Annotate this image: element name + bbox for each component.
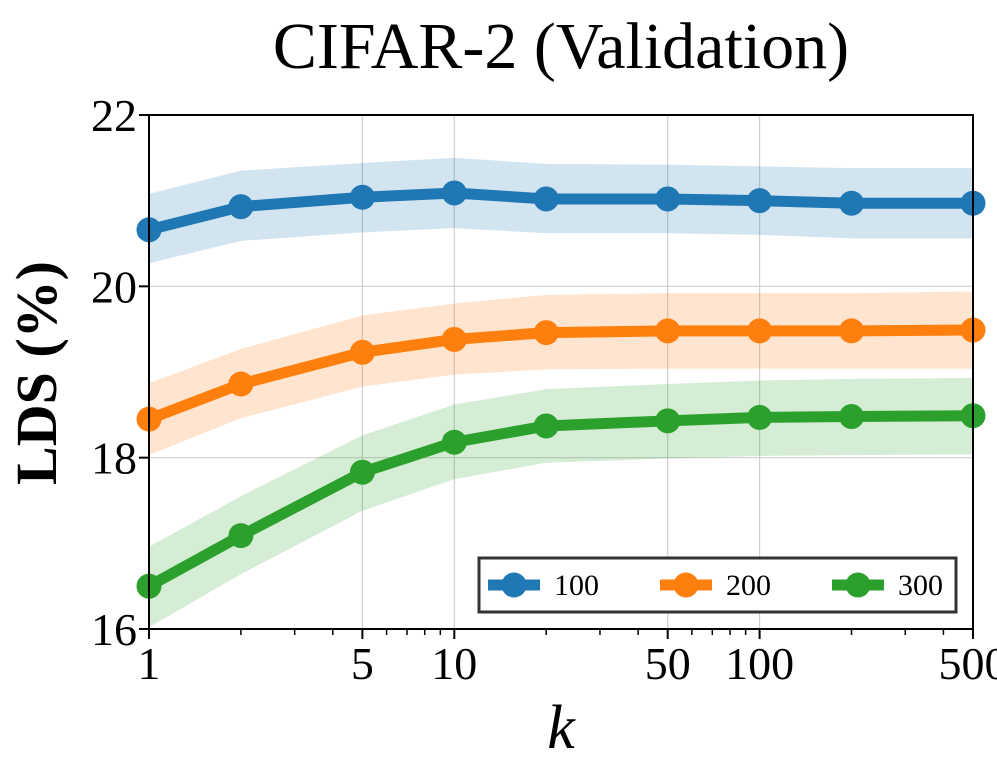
point-100 bbox=[533, 186, 559, 212]
point-200 bbox=[349, 339, 375, 365]
y-tick-label: 18 bbox=[91, 433, 137, 484]
point-100 bbox=[228, 194, 254, 220]
chart-title: CIFAR-2 (Validation) bbox=[273, 10, 849, 83]
y-axis-label: LDS (%) bbox=[4, 261, 69, 485]
legend-label-200: 200 bbox=[726, 569, 771, 602]
point-100 bbox=[747, 188, 773, 214]
band-300 bbox=[149, 377, 973, 628]
legend-marker-300 bbox=[845, 572, 871, 598]
point-300 bbox=[533, 413, 559, 439]
legend: 100 200 300 bbox=[477, 556, 958, 614]
point-300 bbox=[349, 459, 375, 485]
band-100 bbox=[149, 157, 973, 264]
point-300 bbox=[747, 404, 773, 430]
point-300 bbox=[441, 429, 467, 455]
axis-ticks: 1 5 10 50 100 500 16 18 20 22 bbox=[91, 90, 997, 689]
y-tick-label: 20 bbox=[91, 261, 137, 312]
point-200 bbox=[441, 326, 467, 352]
legend-marker-200 bbox=[673, 572, 699, 598]
legend-label-300: 300 bbox=[898, 569, 943, 602]
series-markers bbox=[136, 180, 986, 599]
point-200 bbox=[655, 318, 681, 344]
point-100 bbox=[441, 180, 467, 206]
x-tick-label: 50 bbox=[645, 638, 691, 689]
x-axis-label: k bbox=[547, 694, 576, 762]
x-tick-label: 10 bbox=[431, 638, 477, 689]
point-200 bbox=[839, 318, 865, 344]
point-100 bbox=[349, 184, 375, 210]
point-300 bbox=[655, 408, 681, 434]
x-tick-label: 1 bbox=[138, 638, 161, 689]
plot-frame bbox=[148, 114, 974, 630]
x-tick-label: 500 bbox=[939, 638, 997, 689]
point-300 bbox=[228, 523, 254, 549]
point-100 bbox=[655, 186, 681, 212]
legend-label-100: 100 bbox=[554, 569, 599, 602]
point-200 bbox=[747, 318, 773, 344]
x-tick-label: 100 bbox=[725, 638, 794, 689]
point-200 bbox=[533, 320, 559, 346]
x-tick-label: 5 bbox=[351, 638, 374, 689]
point-200 bbox=[228, 371, 254, 397]
y-tick-label: 16 bbox=[91, 604, 137, 655]
legend-marker-100 bbox=[501, 572, 527, 598]
legend-box bbox=[477, 556, 958, 614]
point-300 bbox=[839, 404, 865, 430]
point-100 bbox=[839, 190, 865, 216]
y-tick-label: 22 bbox=[91, 90, 137, 141]
